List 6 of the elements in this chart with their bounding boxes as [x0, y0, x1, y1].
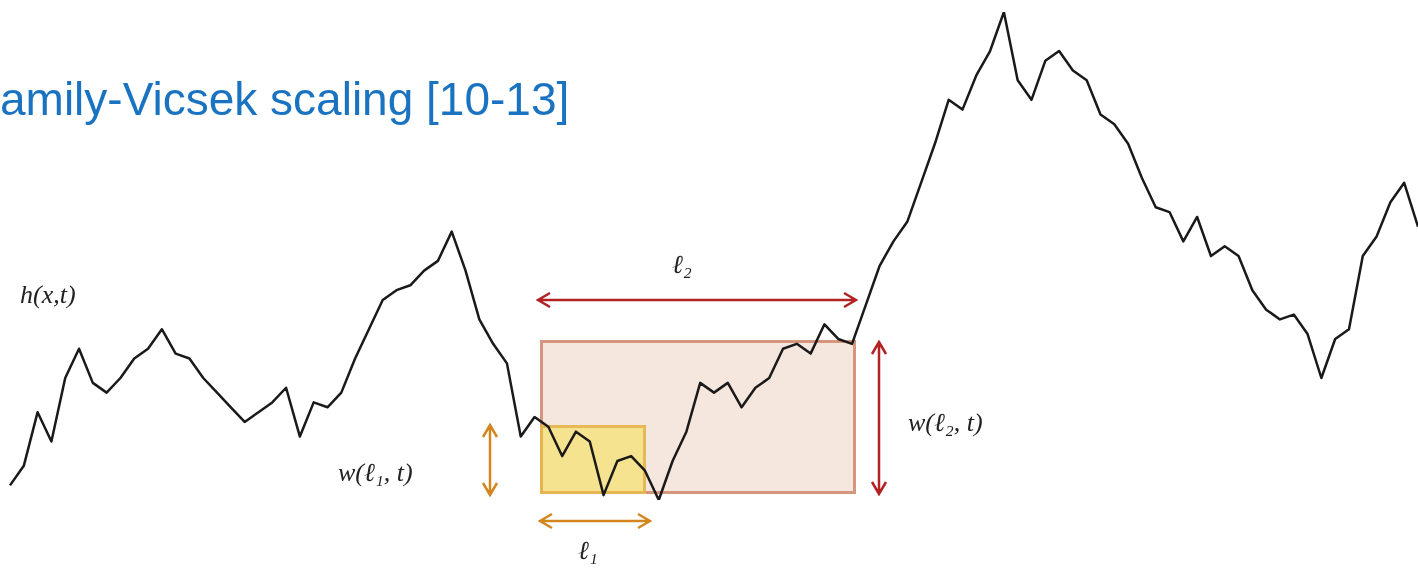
annotation: h(x,t) [20, 280, 76, 310]
annotation: w(ℓ₁, t) [338, 458, 413, 488]
annotation: ℓ₂ [672, 250, 692, 280]
annotation: w(ℓ₂, t) [908, 408, 983, 438]
text: ℓ₁ [578, 536, 598, 566]
text: amily-Vicsek scaling [10-13] [0, 72, 570, 126]
